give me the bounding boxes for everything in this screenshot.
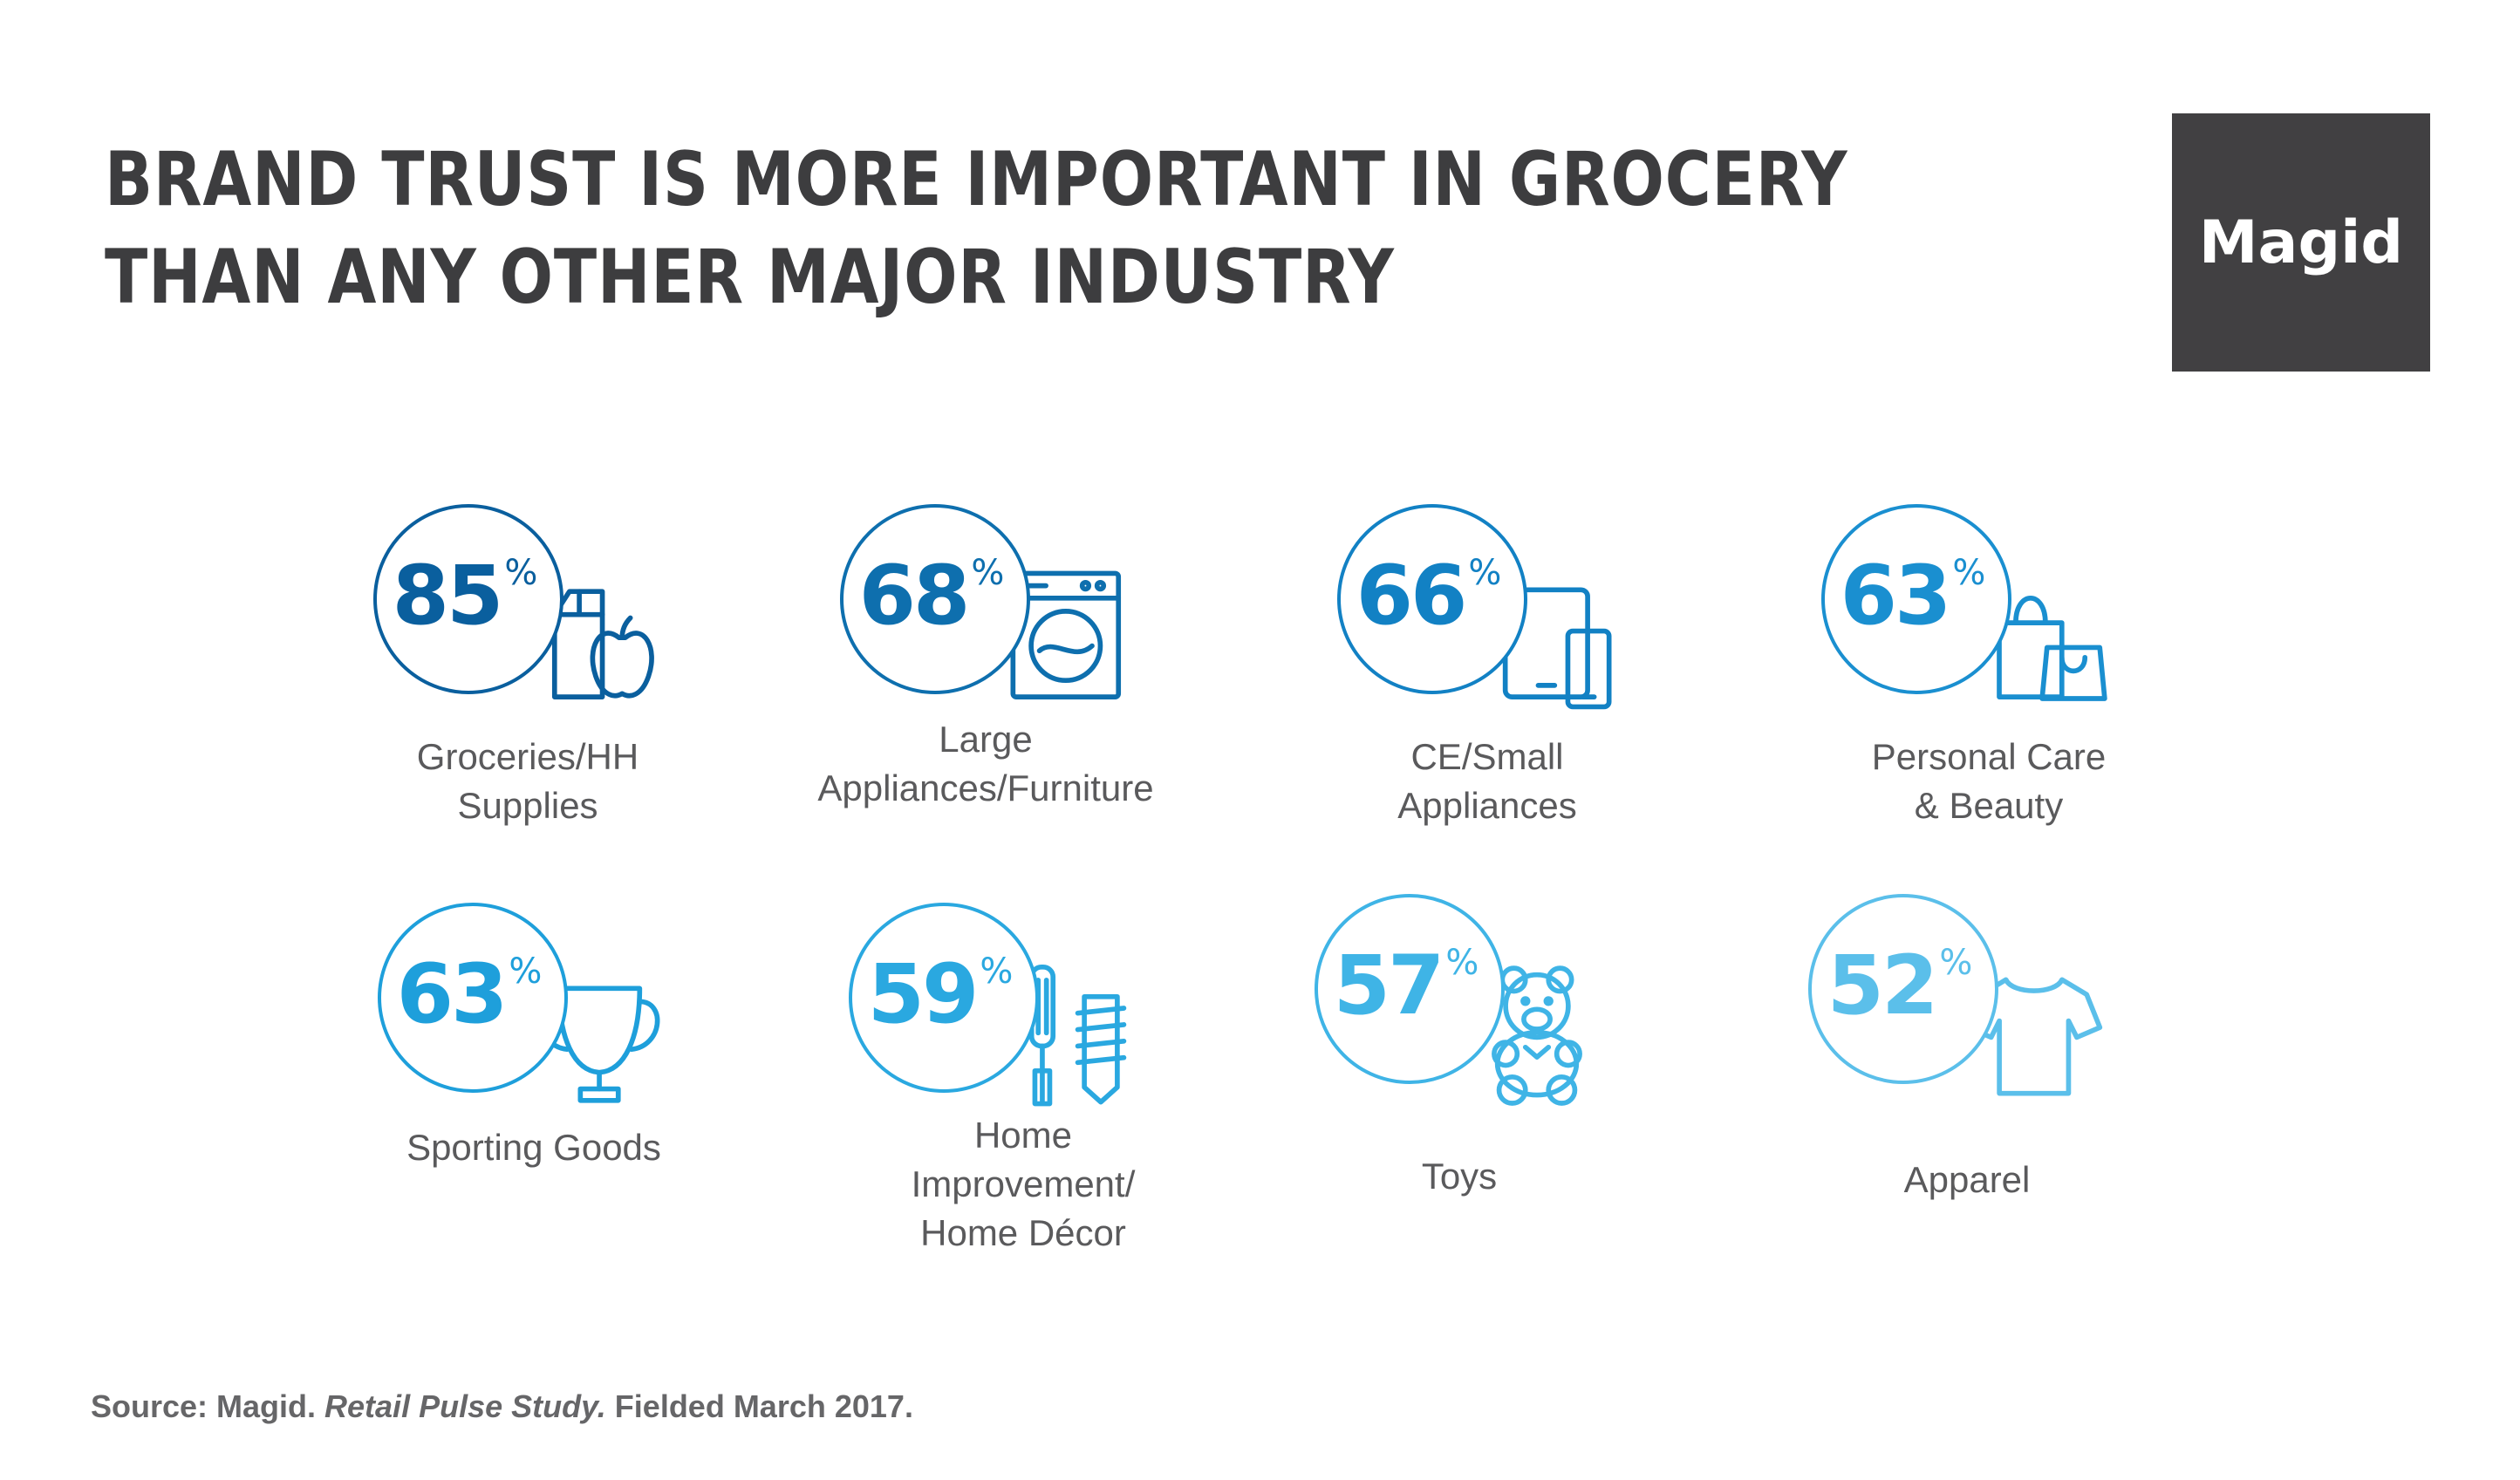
value-number: 57	[1333, 938, 1445, 1033]
value-label: 66%	[1337, 504, 1520, 687]
percent-sign: %	[1952, 553, 1986, 593]
category-label-line: Sporting Goods	[406, 1127, 661, 1168]
percent-sign: %	[504, 553, 538, 593]
industry-card: 85%	[373, 504, 757, 958]
category-label: CE/Small Appliances	[1260, 733, 1714, 830]
value-label: 63%	[1821, 504, 2004, 687]
industry-card: 66%	[1337, 504, 1721, 958]
value-circle	[1315, 894, 1505, 1084]
percent-sign: %	[1468, 553, 1502, 593]
title-line-1: BRAND TRUST IS MORE IMPORTANT IN GROCERY	[105, 136, 1848, 223]
source-study: Retail Pulse Study.	[324, 1388, 606, 1424]
category-label-line: Personal Care	[1871, 736, 2107, 777]
value-circle	[1337, 504, 1527, 694]
category-label-line: CE/Small	[1410, 736, 1564, 777]
category-label: Toys	[1233, 1152, 1686, 1201]
category-label: Apparel	[1740, 1156, 2194, 1204]
category-label: Groceries/HH Supplies	[301, 733, 755, 830]
value-number: 59	[867, 946, 980, 1042]
category-label-line: Appliances/Furniture	[817, 767, 1154, 808]
category-label: Home Improvement/Home Décor	[796, 1111, 1250, 1258]
value-label: 63%	[378, 903, 561, 1086]
percent-sign: %	[980, 951, 1014, 992]
value-label: 59%	[849, 903, 1032, 1086]
industry-card: 57%	[1315, 894, 1698, 1347]
value-circle	[1821, 504, 2011, 694]
value-label: 57%	[1315, 894, 1498, 1077]
category-label-line: Toys	[1421, 1156, 1498, 1197]
percent-sign: %	[971, 553, 1005, 593]
logo-text: Magid	[2198, 208, 2404, 277]
value-number: 66	[1356, 548, 1468, 644]
percent-sign: %	[1445, 943, 1479, 983]
category-label-line: Home	[973, 1115, 1073, 1156]
category-label-line: Groceries/HH	[416, 736, 639, 777]
industry-card: 63%	[378, 903, 761, 1356]
value-circle	[373, 504, 563, 694]
value-number: 63	[396, 946, 509, 1042]
category-label: Personal Care & Beauty	[1762, 733, 2216, 830]
percent-sign: %	[1939, 943, 1973, 983]
category-label-line: & Beauty	[1914, 785, 2064, 826]
tshirt-icon	[1957, 955, 2105, 1103]
value-number: 68	[858, 548, 971, 644]
category-label-line: Large	[939, 719, 1033, 760]
shopping-bag-icon	[1970, 565, 2118, 713]
category-label-line: Appliances	[1397, 785, 1577, 826]
value-circle	[1808, 894, 1998, 1084]
percent-sign: %	[509, 951, 543, 992]
value-label: 68%	[840, 504, 1023, 687]
source-note: Source: Magid. Retail Pulse Study. Field…	[91, 1388, 913, 1425]
category-label-line: Home Décor	[920, 1212, 1126, 1253]
category-label: Large Appliances/Furniture	[759, 715, 1212, 813]
value-label: 52%	[1808, 894, 1991, 1077]
value-number: 85	[392, 548, 504, 644]
industry-card: 63%	[1821, 504, 2205, 958]
page-title: BRAND TRUST IS MORE IMPORTANT IN GROCERY…	[105, 131, 1847, 326]
value-circle	[378, 903, 568, 1093]
value-circle	[849, 903, 1039, 1093]
industry-card: 59%	[849, 903, 1233, 1356]
teddy-bear-icon	[1463, 955, 1611, 1106]
value-label: 85%	[373, 504, 557, 687]
category-label-line: Improvement/	[911, 1163, 1136, 1204]
value-number: 63	[1840, 548, 1952, 644]
value-circle	[840, 504, 1030, 694]
source-prefix: Source: Magid.	[91, 1388, 325, 1424]
source-suffix: Fielded March 2017.	[605, 1388, 913, 1424]
category-label: Sporting Goods	[307, 1123, 761, 1172]
category-label-line: Apparel	[1903, 1159, 2031, 1200]
industry-card: 68%	[840, 504, 1224, 958]
industry-card: 52%	[1808, 894, 2192, 1347]
value-number: 52	[1827, 938, 1939, 1033]
title-line-2: THAN ANY OTHER MAJOR INDUSTRY	[105, 234, 1395, 321]
category-label-line: Supplies	[457, 785, 598, 826]
magid-logo: Magid	[2172, 113, 2430, 372]
